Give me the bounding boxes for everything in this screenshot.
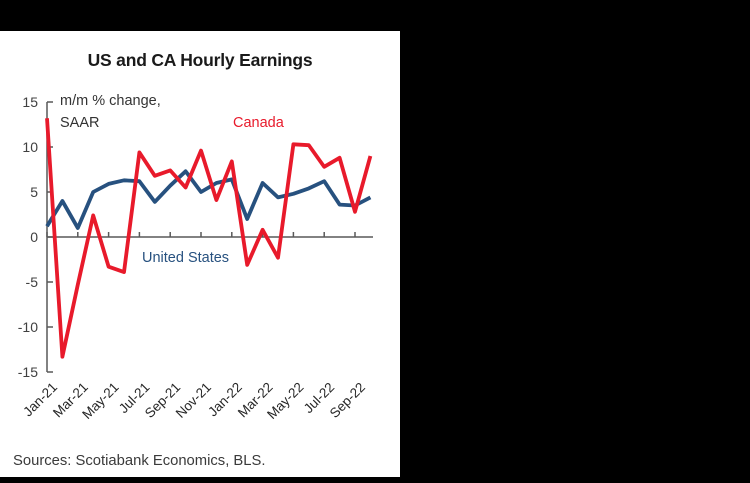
y-axis-label: 15: [22, 94, 38, 110]
x-axis-label: Nov-21: [173, 380, 214, 421]
canada-line: [45, 118, 373, 359]
y-axis-annotation-line1: m/m % change,: [60, 93, 161, 109]
canada-series-label: Canada: [233, 115, 284, 131]
y-axis-label: -10: [18, 319, 38, 335]
y-axis-label: 5: [30, 184, 38, 200]
y-axis-label: 10: [22, 139, 38, 155]
y-axis-label: -15: [18, 364, 38, 380]
us-series-label: United States: [142, 250, 230, 266]
x-axis-label: Sep-22: [327, 380, 368, 421]
y-axis-label: 0: [30, 229, 38, 245]
y-axis-label: -5: [26, 274, 39, 290]
chart-svg: 151050-5-10-15Jan-21Mar-21May-21Jul-21Se…: [18, 94, 373, 422]
us-line: [45, 169, 372, 230]
chart-title: US and CA Hourly Earnings: [87, 50, 313, 70]
sources-note: Sources: Scotiabank Economics, BLS.: [13, 453, 266, 469]
y-axis-annotation-line2: SAAR: [60, 115, 100, 131]
chart-panel: US and CA Hourly Earnings 15 10 5 0 -5 -10 -15…: [0, 31, 400, 477]
y-axis-annotation: m/m % change, SAAR: [60, 90, 161, 134]
